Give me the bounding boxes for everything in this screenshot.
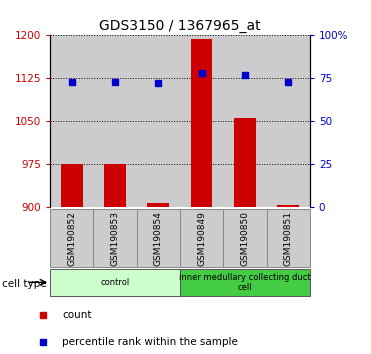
Bar xyxy=(137,35,180,207)
FancyBboxPatch shape xyxy=(93,209,137,267)
FancyBboxPatch shape xyxy=(137,209,180,267)
Text: cell type: cell type xyxy=(2,279,46,289)
Bar xyxy=(50,35,93,207)
Text: GSM190851: GSM190851 xyxy=(284,211,293,266)
Text: percentile rank within the sample: percentile rank within the sample xyxy=(62,337,238,347)
Bar xyxy=(234,118,256,207)
FancyBboxPatch shape xyxy=(50,209,93,267)
Bar xyxy=(223,35,266,207)
Bar xyxy=(61,164,82,207)
Bar xyxy=(180,35,223,207)
Text: count: count xyxy=(62,310,92,320)
FancyBboxPatch shape xyxy=(223,209,266,267)
Text: inner medullary collecting duct
cell: inner medullary collecting duct cell xyxy=(179,273,311,292)
Text: GSM190854: GSM190854 xyxy=(154,211,163,266)
Bar xyxy=(278,205,299,207)
Text: control: control xyxy=(101,278,129,287)
Bar xyxy=(191,39,212,207)
Text: GSM190853: GSM190853 xyxy=(111,211,119,266)
FancyBboxPatch shape xyxy=(180,269,310,296)
FancyBboxPatch shape xyxy=(180,209,223,267)
Text: GSM190849: GSM190849 xyxy=(197,211,206,266)
Bar xyxy=(148,202,169,207)
Text: GSM190852: GSM190852 xyxy=(67,211,76,266)
Bar xyxy=(266,35,310,207)
Bar xyxy=(93,35,137,207)
FancyBboxPatch shape xyxy=(266,209,310,267)
FancyBboxPatch shape xyxy=(50,269,180,296)
Text: GSM190850: GSM190850 xyxy=(240,211,249,266)
Bar xyxy=(104,164,126,207)
Title: GDS3150 / 1367965_at: GDS3150 / 1367965_at xyxy=(99,19,261,33)
